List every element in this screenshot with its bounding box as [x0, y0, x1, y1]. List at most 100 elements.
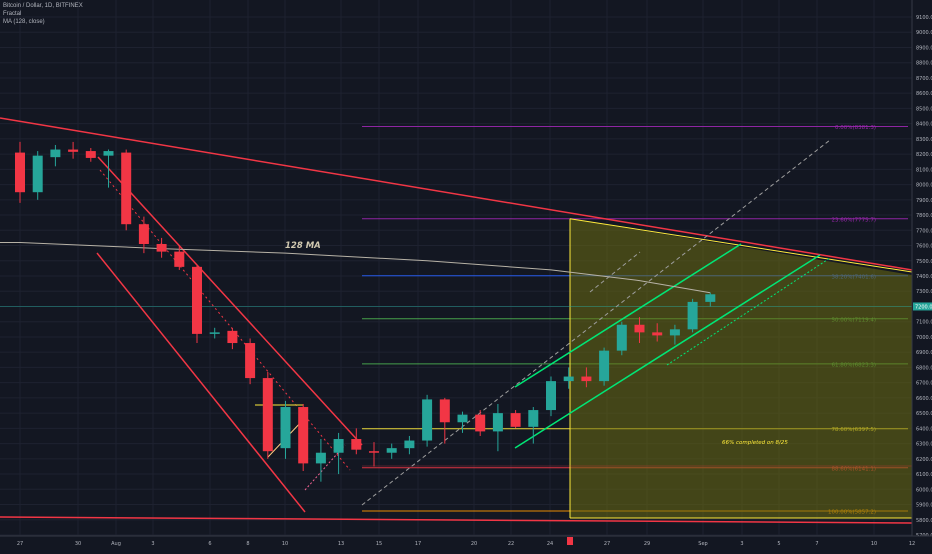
candle-bear [156, 244, 167, 252]
price-tick-label: 7800.0 [916, 213, 932, 219]
candle-bull [103, 151, 114, 156]
candle-bull [599, 350, 610, 382]
price-tick-label: 5800.0 [916, 518, 932, 524]
time-tick-label: 7 [815, 541, 818, 547]
price-tick-label: 8400.0 [916, 122, 932, 128]
support-red-horizontal [0, 516, 913, 524]
candle-bear [369, 451, 379, 453]
candle-bull [50, 149, 61, 158]
price-tick-label: 8800.0 [916, 61, 932, 67]
fib-level-label: 0.00%(8381.3) [835, 125, 876, 131]
candle-bull [333, 439, 344, 453]
channel-green-dotted [666, 257, 831, 366]
price-tick-label: 7600.0 [916, 244, 932, 250]
price-tick-label: 6300.0 [916, 442, 932, 448]
price-tick-label: 6100.0 [916, 472, 932, 478]
channel-red-lower [96, 252, 306, 513]
fractal-indicator-label[interactable]: Fractal [3, 11, 22, 17]
price-tick-label: 7000.0 [916, 335, 932, 341]
price-tick-label: 7900.0 [916, 198, 932, 204]
price-tick-label: 8700.0 [916, 76, 932, 82]
price-tick-label: 7400.0 [916, 274, 932, 280]
candle-bear [138, 224, 149, 245]
price-tick-label: 6200.0 [916, 457, 932, 463]
time-tick-label: 3 [151, 541, 154, 547]
candle-bull [404, 440, 415, 449]
candle-bear [652, 332, 663, 336]
triangle-shade [570, 218, 912, 519]
projection-dashed-2 [589, 251, 641, 293]
price-tick-label: 7100.0 [916, 320, 932, 326]
candle-bear [581, 376, 592, 382]
time-axis-bg [0, 536, 932, 550]
candle-bear [439, 399, 450, 423]
completion-note: 66% completed on 8/25 [722, 440, 788, 446]
ma-128-line [0, 241, 711, 294]
candle-bear [245, 343, 256, 379]
candle-bull [209, 332, 220, 334]
candle-bear [15, 152, 25, 193]
time-tick-label: 17 [415, 541, 421, 547]
candle-bull [616, 324, 627, 351]
price-tick-label: 5900.0 [916, 503, 932, 509]
price-tick-label: 8200.0 [916, 152, 932, 158]
candle-bull [528, 410, 539, 427]
price-tick-label: 7500.0 [916, 259, 932, 265]
current-price-value: 7200.0 [915, 304, 932, 310]
price-tick-label: 7300.0 [916, 289, 932, 295]
price-tick-label: 8100.0 [916, 167, 932, 173]
price-tick-label: 9000.0 [916, 30, 932, 36]
candle-bull [280, 407, 291, 449]
candle-bull [457, 414, 468, 423]
date-marker [567, 537, 573, 545]
time-tick-label: 12 [909, 541, 915, 547]
time-tick-label: 27 [604, 541, 610, 547]
candle-bull [563, 376, 574, 382]
price-tick-label: 6400.0 [916, 426, 932, 432]
candles [15, 141, 716, 482]
candle-bull [492, 413, 503, 432]
channel-red-upper [97, 156, 363, 446]
candle-bear [298, 407, 309, 464]
time-tick-label: 27 [17, 541, 23, 547]
price-tick-label: 8900.0 [916, 45, 932, 51]
candle-bull [705, 294, 716, 302]
time-tick-label: 29 [644, 541, 650, 547]
candle-bear [475, 414, 486, 432]
time-tick-label: 10 [282, 541, 288, 547]
time-tick-label: 20 [471, 541, 477, 547]
candle-bull [422, 399, 433, 441]
price-tick-label: 6500.0 [916, 411, 932, 417]
time-tick-label: 6 [208, 541, 211, 547]
price-tick-label: 6600.0 [916, 396, 932, 402]
candle-bear [85, 151, 96, 158]
ma-indicator-label[interactable]: MA (128, close) [3, 19, 45, 25]
time-tick-label: 5 [777, 541, 780, 547]
price-axis-bg [912, 0, 932, 550]
price-tick-label: 6800.0 [916, 365, 932, 371]
current-price-tag [913, 302, 932, 311]
trendline-red-long [0, 117, 913, 271]
time-tick-label: 8 [246, 541, 249, 547]
price-tick-label: 6900.0 [916, 350, 932, 356]
price-axis: 9100.0 9000.0 8900.0 8800.0 8700.0 8600.0 8500… [911, 0, 932, 550]
candle-bear [510, 413, 521, 427]
channel-green-upper [514, 243, 742, 388]
channel-red-dotted [99, 169, 351, 471]
time-tick-label: 10 [871, 541, 877, 547]
chart-legend: Bitcoin / Dollar, 1D, BITFINEX Fractal M… [3, 2, 83, 26]
price-tick-label: 9100.0 [916, 15, 932, 21]
channel-green-lower [514, 254, 821, 449]
time-tick-label: Aug [111, 541, 121, 547]
symbol-title[interactable]: Bitcoin / Dollar, 1D, BITFINEX [3, 3, 83, 9]
price-tick-label: 8600.0 [916, 91, 932, 97]
candle-bear [121, 152, 132, 225]
candle-bull [687, 301, 698, 330]
candle-bear [634, 324, 645, 333]
price-tick-label: 8500.0 [916, 106, 932, 112]
price-tick-label: 8000.0 [916, 183, 932, 189]
price-tick-label: 7700.0 [916, 228, 932, 234]
time-tick-label: 3 [740, 541, 743, 547]
